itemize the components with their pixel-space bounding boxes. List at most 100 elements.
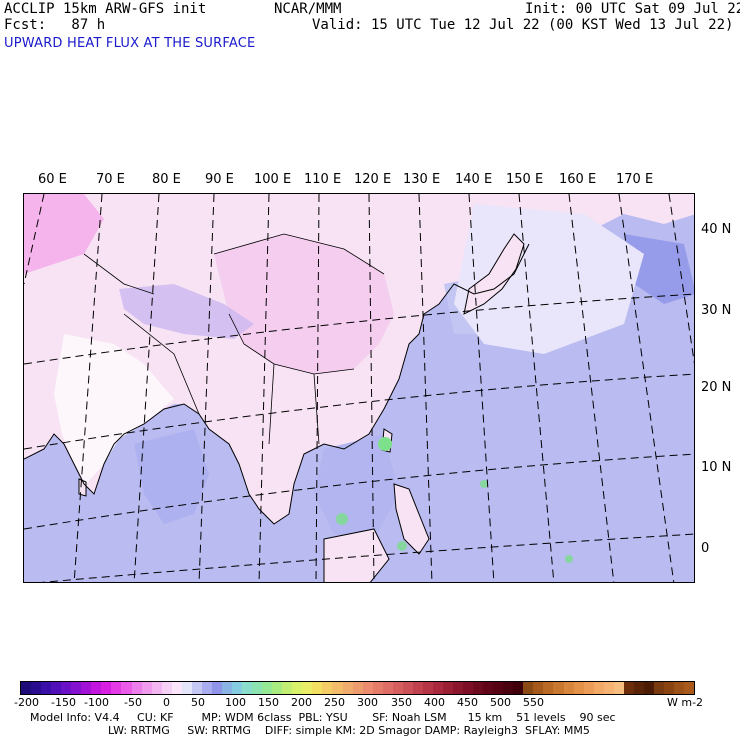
colorbar-tick: 250 xyxy=(324,696,345,709)
south-china-sea xyxy=(314,434,399,539)
colorbar-swatch xyxy=(41,682,52,694)
colorbar-swatch xyxy=(543,682,554,694)
colorbar-swatch xyxy=(583,682,594,694)
colorbar-swatch xyxy=(252,682,263,694)
coastline xyxy=(24,243,530,525)
lon-label: 110 E xyxy=(304,172,342,187)
colorbar-swatch xyxy=(161,682,172,694)
lon-label: 160 E xyxy=(559,172,597,187)
colorbar-swatch xyxy=(91,682,102,694)
colorbar-swatch xyxy=(21,682,32,694)
colorbar-tick: 50 xyxy=(191,696,205,709)
lon-label: 120 E xyxy=(354,172,392,187)
field-title: UPWARD HEAT FLUX AT THE SURFACE xyxy=(4,36,256,51)
lon-label: 90 E xyxy=(205,172,234,187)
model-title: ACCLIP 15km ARW-GFS init xyxy=(4,1,207,17)
lon-label: 140 E xyxy=(455,172,493,187)
colorbar-tick: 200 xyxy=(291,696,312,709)
colorbar-swatch xyxy=(643,682,654,694)
colorbar-unit: W m-2 xyxy=(667,696,704,709)
colorbar-swatch xyxy=(593,682,604,694)
japan-island xyxy=(463,233,525,315)
colorbar-tick: -50 xyxy=(124,696,142,709)
colorbar-swatch xyxy=(382,682,393,694)
lon-label: 100 E xyxy=(254,172,292,187)
colorbar-swatch xyxy=(553,682,564,694)
colorbar-swatch xyxy=(211,682,222,694)
center-label: NCAR/MMM xyxy=(274,1,342,17)
colorbar-swatch xyxy=(61,682,72,694)
graticule xyxy=(24,194,694,582)
colorbar-tick: 150 xyxy=(258,696,279,709)
colorbar-tick: 100 xyxy=(225,696,246,709)
heat-flux-map xyxy=(23,193,695,583)
lat-label: 30 N xyxy=(701,303,732,318)
colorbar-swatch xyxy=(412,682,423,694)
colorbar-swatch xyxy=(442,682,454,694)
colorbar-swatch xyxy=(633,682,644,694)
flux-spot xyxy=(565,555,573,563)
colorbar-swatch xyxy=(282,682,293,694)
flux-spot xyxy=(480,480,488,488)
colorbar-swatch xyxy=(563,682,574,694)
colorbar-swatch xyxy=(503,682,514,694)
colorbar-tick: 450 xyxy=(457,696,478,709)
colorbar-swatch xyxy=(432,682,443,694)
lat-label: 0 xyxy=(701,541,710,556)
colorbar-swatch xyxy=(221,682,232,694)
colorbar-swatch xyxy=(201,682,212,694)
colorbar-swatch xyxy=(111,682,122,694)
colorbar-swatch xyxy=(603,682,614,694)
colorbar-swatch xyxy=(613,682,624,694)
tibet-ocean-like xyxy=(119,284,254,339)
colorbar-swatch xyxy=(463,682,474,694)
colorbar-swatch xyxy=(623,682,634,694)
flux-spot xyxy=(397,541,407,551)
colorbar-swatch xyxy=(533,682,544,694)
colorbar-swatch xyxy=(231,682,243,694)
colorbar-tick: 300 xyxy=(357,696,378,709)
colorbar-swatch xyxy=(513,682,524,694)
colorbar-swatch xyxy=(453,682,464,694)
flux-spot xyxy=(378,437,392,451)
lon-label: 150 E xyxy=(506,172,544,187)
colorbar-swatch xyxy=(71,682,82,694)
colorbar-swatch xyxy=(402,682,413,694)
philippines-island xyxy=(393,483,430,555)
colorbar xyxy=(20,681,696,695)
colorbar-swatch xyxy=(322,682,333,694)
colorbar-swatch xyxy=(473,682,484,694)
colorbar-tick: -150 xyxy=(51,696,76,709)
colorbar-swatch xyxy=(51,682,62,694)
colorbar-swatch xyxy=(181,682,192,694)
colorbar-swatch xyxy=(302,682,313,694)
lat-label: 40 N xyxy=(701,222,732,237)
colorbar-swatch xyxy=(493,682,504,694)
colorbar-swatch xyxy=(352,682,363,694)
lon-label: 80 E xyxy=(152,172,181,187)
country-borders xyxy=(83,233,385,445)
init-time: Init: 00 UTC Sat 09 Jul 22 xyxy=(525,1,740,17)
colorbar-tick: 0 xyxy=(163,696,170,709)
pacific-dark-patch xyxy=(624,234,694,304)
forecast-hour: Fcst: 87 h xyxy=(4,17,106,33)
lon-label: 130 E xyxy=(403,172,441,187)
colorbar-swatch xyxy=(262,682,273,694)
valid-time: Valid: 15 UTC Tue 12 Jul 22 (00 KST Wed … xyxy=(312,17,734,33)
lat-label: 20 N xyxy=(701,380,732,395)
colorbar-swatch xyxy=(392,682,403,694)
colorbar-swatch xyxy=(483,682,494,694)
lon-label: 70 E xyxy=(96,172,125,187)
map-canvas xyxy=(24,194,694,582)
colorbar-swatch xyxy=(573,682,584,694)
lon-label: 60 E xyxy=(38,172,67,187)
colorbar-swatch xyxy=(131,682,142,694)
colorbar-swatch xyxy=(171,682,182,694)
bay-of-bengal xyxy=(134,429,209,524)
colorbar-swatch xyxy=(342,682,353,694)
colorbar-swatch xyxy=(653,682,664,694)
colorbar-swatch xyxy=(31,682,42,694)
colorbar-swatch xyxy=(101,682,112,694)
colorbar-swatch xyxy=(372,682,383,694)
colorbar-tick: 500 xyxy=(490,696,511,709)
